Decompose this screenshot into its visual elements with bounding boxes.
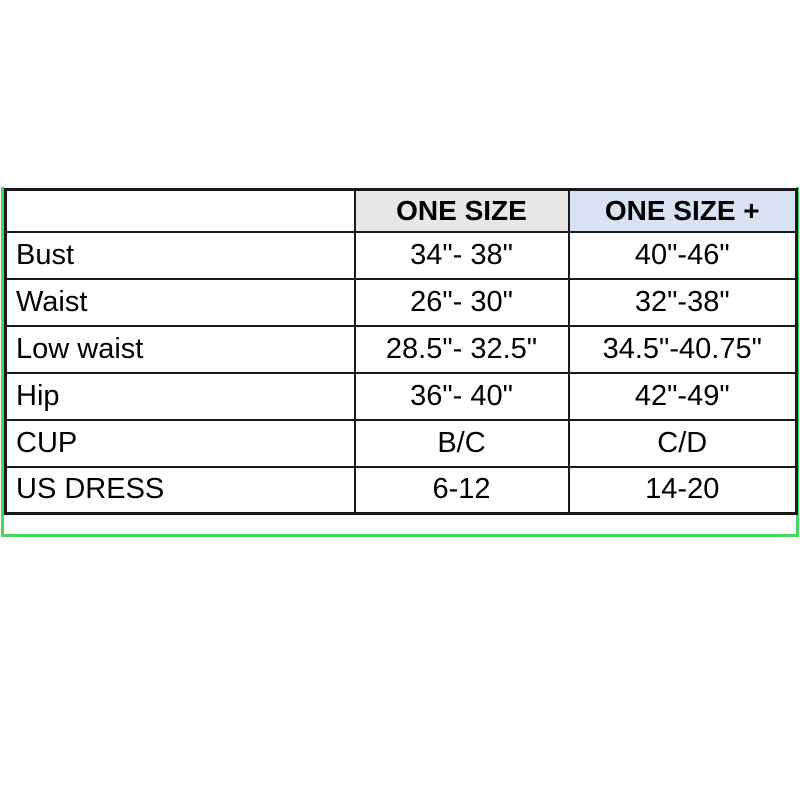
- cell-value: 32"-38": [567, 277, 798, 327]
- table-row-waist: Waist 26"- 30" 32"-38": [4, 277, 798, 327]
- cell-value: B/C: [353, 418, 570, 468]
- cell-value: 26"- 30": [353, 277, 570, 327]
- cell-value: 34.5"-40.75": [567, 324, 798, 374]
- row-label: Hip: [4, 371, 356, 421]
- header-row: ONE SIZE ONE SIZE +: [4, 188, 798, 233]
- size-chart-header: ONE SIZE ONE SIZE +: [4, 188, 798, 233]
- cell-value: C/D: [567, 418, 798, 468]
- table-row-cup: CUP B/C C/D: [4, 418, 798, 468]
- row-label: US DRESS: [4, 465, 356, 515]
- table-row-bust: Bust 34"- 38" 40"-46": [4, 230, 798, 280]
- size-chart-table: ONE SIZE ONE SIZE + Bust 34"- 38" 40"-46…: [4, 188, 798, 515]
- cell-value: 28.5"- 32.5": [353, 324, 570, 374]
- cell-value: 14-20: [567, 465, 798, 515]
- row-label: Low waist: [4, 324, 356, 374]
- table-row-hip: Hip 36"- 40" 42"-49": [4, 371, 798, 421]
- header-cell-one-size-plus: ONE SIZE +: [567, 188, 798, 233]
- table-row-us-dress: US DRESS 6-12 14-20: [4, 465, 798, 515]
- row-label: CUP: [4, 418, 356, 468]
- cell-value: 34"- 38": [353, 230, 570, 280]
- row-label: Waist: [4, 277, 356, 327]
- row-label: Bust: [4, 230, 356, 280]
- header-cell-blank: [4, 188, 356, 233]
- cell-value: 40"-46": [567, 230, 798, 280]
- cell-value: 6-12: [353, 465, 570, 515]
- table-row-low-waist: Low waist 28.5"- 32.5" 34.5"-40.75": [4, 324, 798, 374]
- size-chart-body: Bust 34"- 38" 40"-46" Waist 26"- 30" 32"…: [4, 230, 798, 515]
- header-cell-one-size: ONE SIZE: [353, 188, 570, 233]
- cell-value: 42"-49": [567, 371, 798, 421]
- cell-value: 36"- 40": [353, 371, 570, 421]
